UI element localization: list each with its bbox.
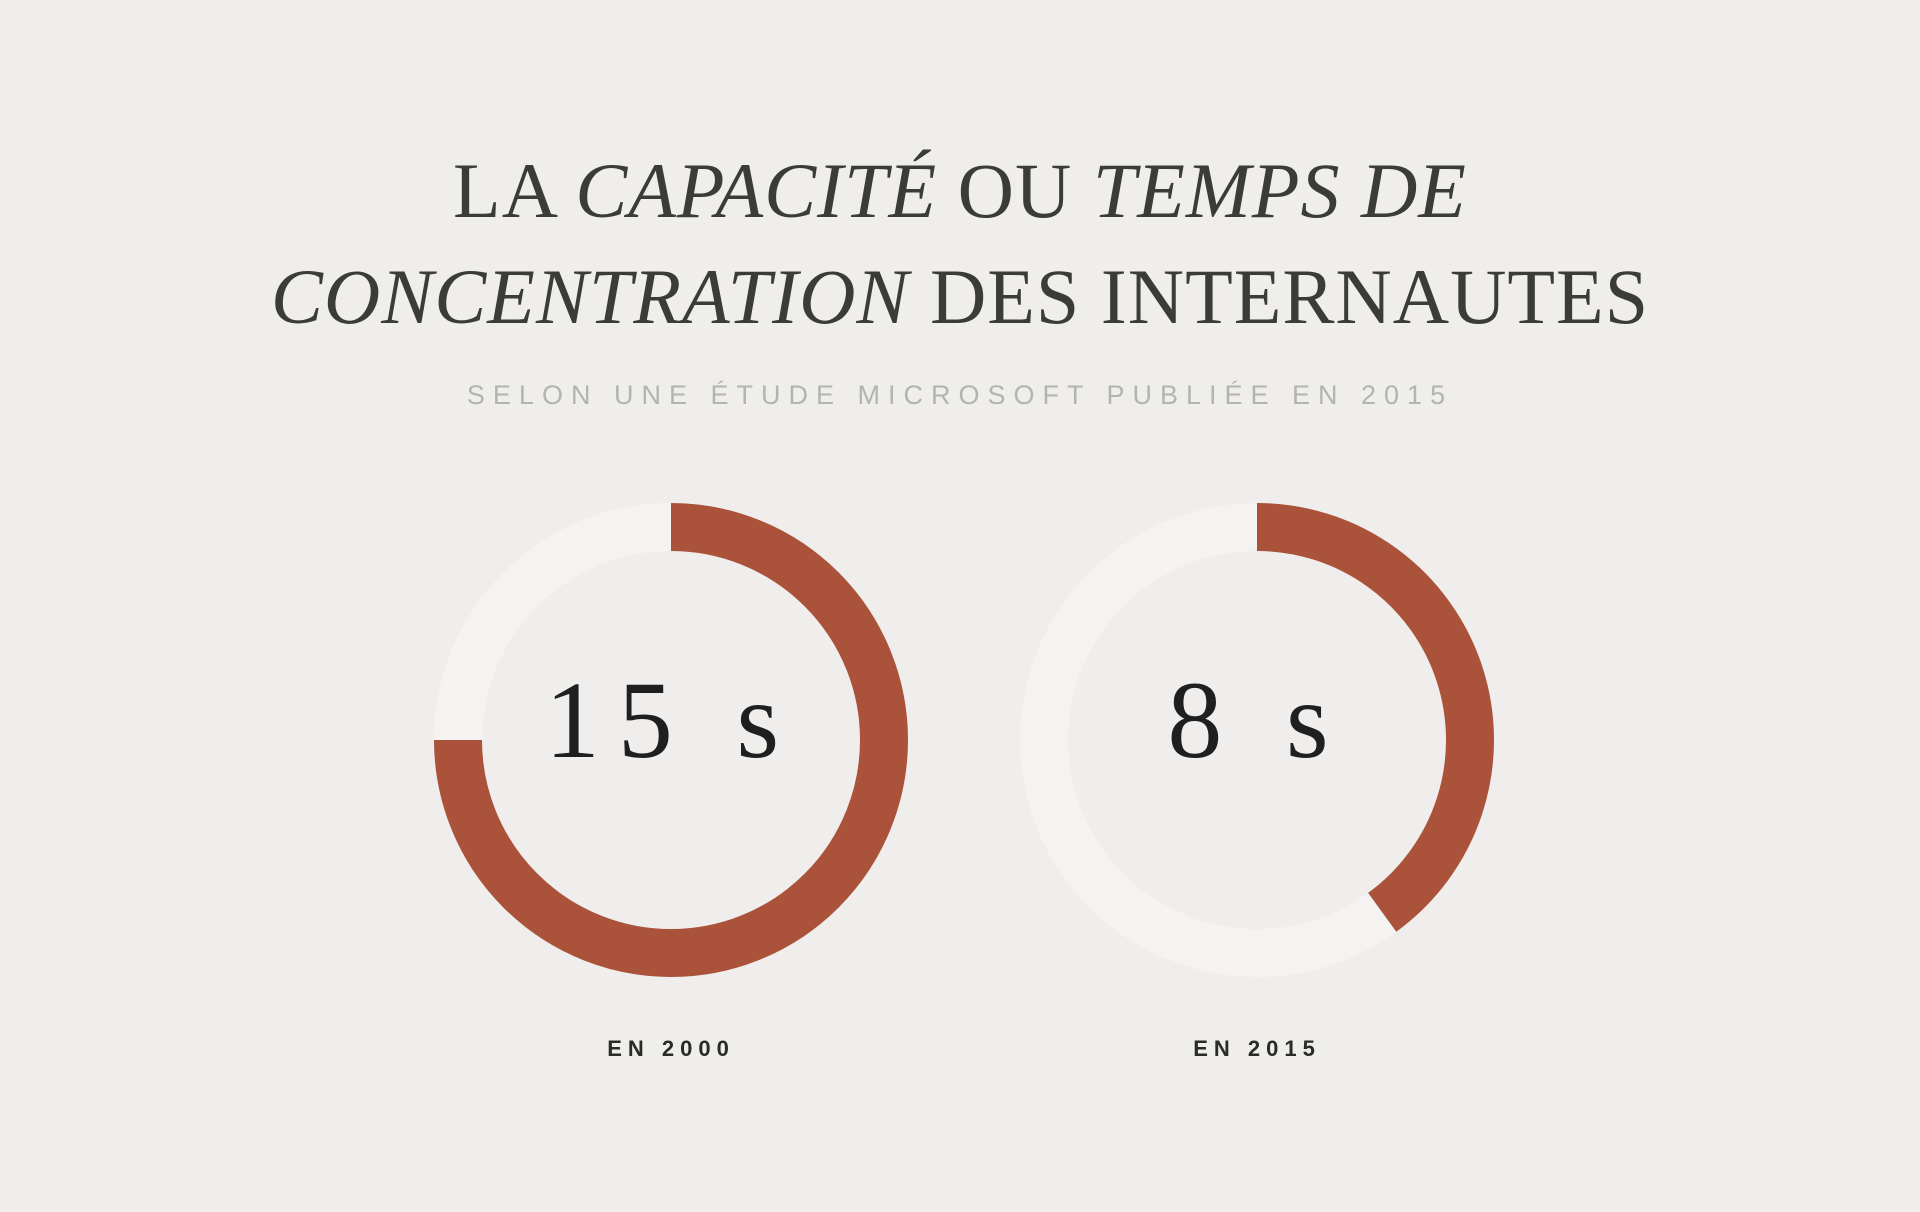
page-title: LA CAPACITÉ OU TEMPS DE CONCENTRATION DE… [0, 138, 1920, 350]
donut-value-label: 15 s [544, 659, 798, 781]
title-line-2-part: CONCENTRATION [270, 253, 910, 340]
title-line-2-part: DES INTERNAUTES [909, 253, 1650, 340]
title-line-2: CONCENTRATION DES INTERNAUTES [0, 244, 1920, 350]
title-line-1-part: OU [937, 147, 1093, 234]
subtitle: SELON UNE ÉTUDE MICROSOFT PUBLIÉE EN 201… [466, 380, 1454, 410]
title-line-1-part: TEMPS DE [1092, 147, 1467, 234]
category-label-2015: EN 2015 [1193, 1036, 1321, 1061]
title-line-1: LA CAPACITÉ OU TEMPS DE [0, 138, 1920, 244]
donut-value-label: 8 s [1167, 659, 1347, 781]
donut-chart-2015: 8 s [1007, 490, 1507, 990]
donut-svg-2015 [1020, 503, 1494, 977]
donut-value-arc [434, 503, 908, 977]
donut-chart-2000: 15 s [421, 490, 921, 990]
donut-svg-2000 [434, 503, 908, 977]
title-line-1-part: CAPACITÉ [575, 147, 938, 234]
category-label-2000: EN 2000 [607, 1036, 735, 1061]
donut-value-arc [1256, 503, 1494, 932]
title-line-1-part: LA [453, 147, 576, 234]
